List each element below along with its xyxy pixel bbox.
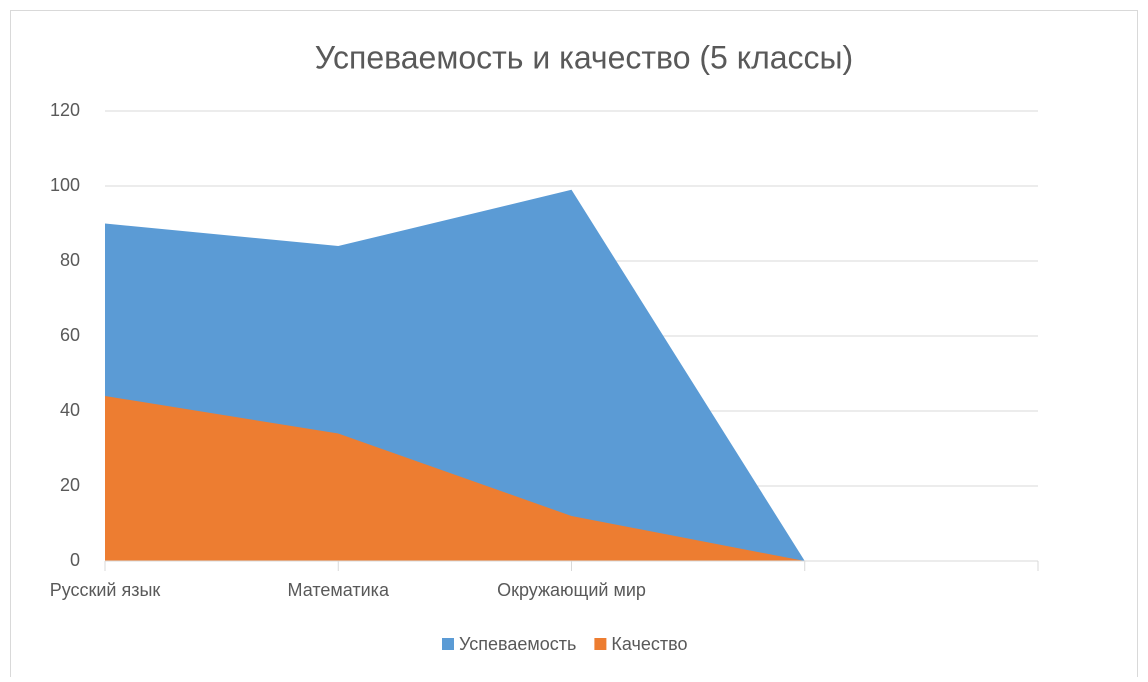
legend-label: Успеваемость: [459, 634, 576, 654]
x-tick-label: Математика: [288, 580, 390, 600]
y-tick-label: 60: [60, 325, 80, 345]
x-tick-label: Окружающий мир: [497, 580, 646, 600]
legend-label: Качество: [611, 634, 687, 654]
y-tick-label: 20: [60, 475, 80, 495]
legend-swatch: [442, 638, 454, 650]
y-tick-label: 80: [60, 250, 80, 270]
area: [105, 396, 805, 561]
y-tick-label: 100: [50, 175, 80, 195]
y-tick-label: 0: [70, 550, 80, 570]
chart-title: Успеваемость и качество (5 классы): [315, 39, 853, 75]
y-tick-label: 120: [50, 100, 80, 120]
legend-swatch: [594, 638, 607, 650]
y-tick-label: 40: [60, 400, 80, 420]
x-tick-label: Русский язык: [50, 580, 161, 600]
